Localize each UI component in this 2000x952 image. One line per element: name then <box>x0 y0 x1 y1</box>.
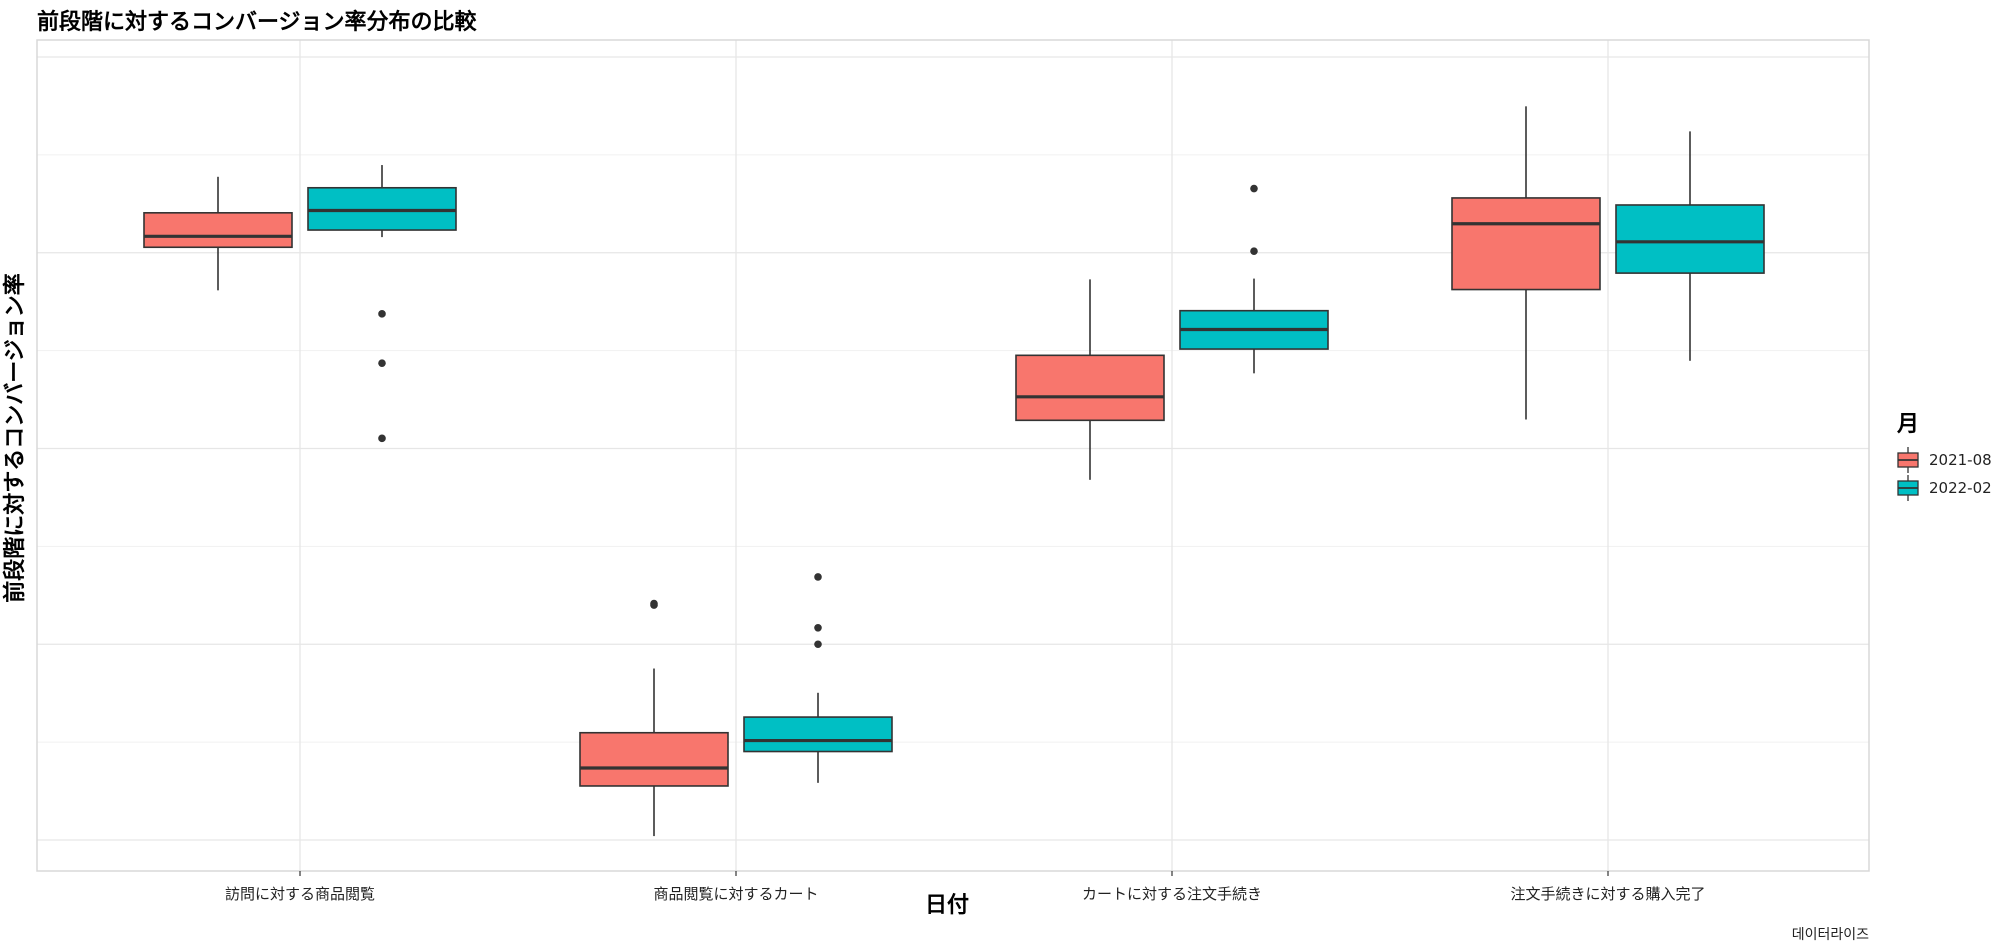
outlier-point <box>1250 247 1258 255</box>
outlier-point <box>814 640 822 648</box>
box-iqr <box>580 733 728 786</box>
outlier-point <box>378 310 386 318</box>
outlier-point <box>650 600 658 608</box>
legend-label: 2021-08 <box>1929 451 1992 469</box>
x-axis-title: 日付 <box>925 893 969 918</box>
x-tick-label: カートに対する注文手続き <box>1082 885 1262 903</box>
chart-caption: 데이터라이즈 <box>1792 927 1869 943</box>
legend-title: 月 <box>1896 412 1919 437</box>
outlier-point <box>378 435 386 443</box>
box-iqr <box>1016 355 1164 420</box>
legend-label: 2022-02 <box>1929 479 1992 497</box>
boxplot-chart: 前段階に対するコンバージョン率分布の比較 訪問に対する商品閲覧 商品閲覧に対するカ… <box>0 0 2000 952</box>
box-iqr <box>1452 198 1600 290</box>
outlier-point <box>378 359 386 367</box>
plot-panel <box>37 40 1869 871</box>
box-iqr <box>144 213 292 247</box>
outlier-point <box>814 573 822 581</box>
outlier-point <box>814 624 822 632</box>
x-tick-label: 注文手続きに対する購入完了 <box>1510 885 1705 903</box>
x-tick-label: 商品閲覧に対するカート <box>653 885 818 903</box>
chart-title: 前段階に対するコンバージョン率分布の比較 <box>37 9 478 35</box>
outlier-point <box>1250 185 1258 193</box>
y-axis-title: 前段階に対するコンバージョン率 <box>2 273 28 603</box>
panel-background <box>37 40 1869 871</box>
box-iqr <box>1616 205 1764 273</box>
x-tick-label: 訪問に対する商品閲覧 <box>225 885 375 903</box>
box-iqr <box>744 717 892 751</box>
